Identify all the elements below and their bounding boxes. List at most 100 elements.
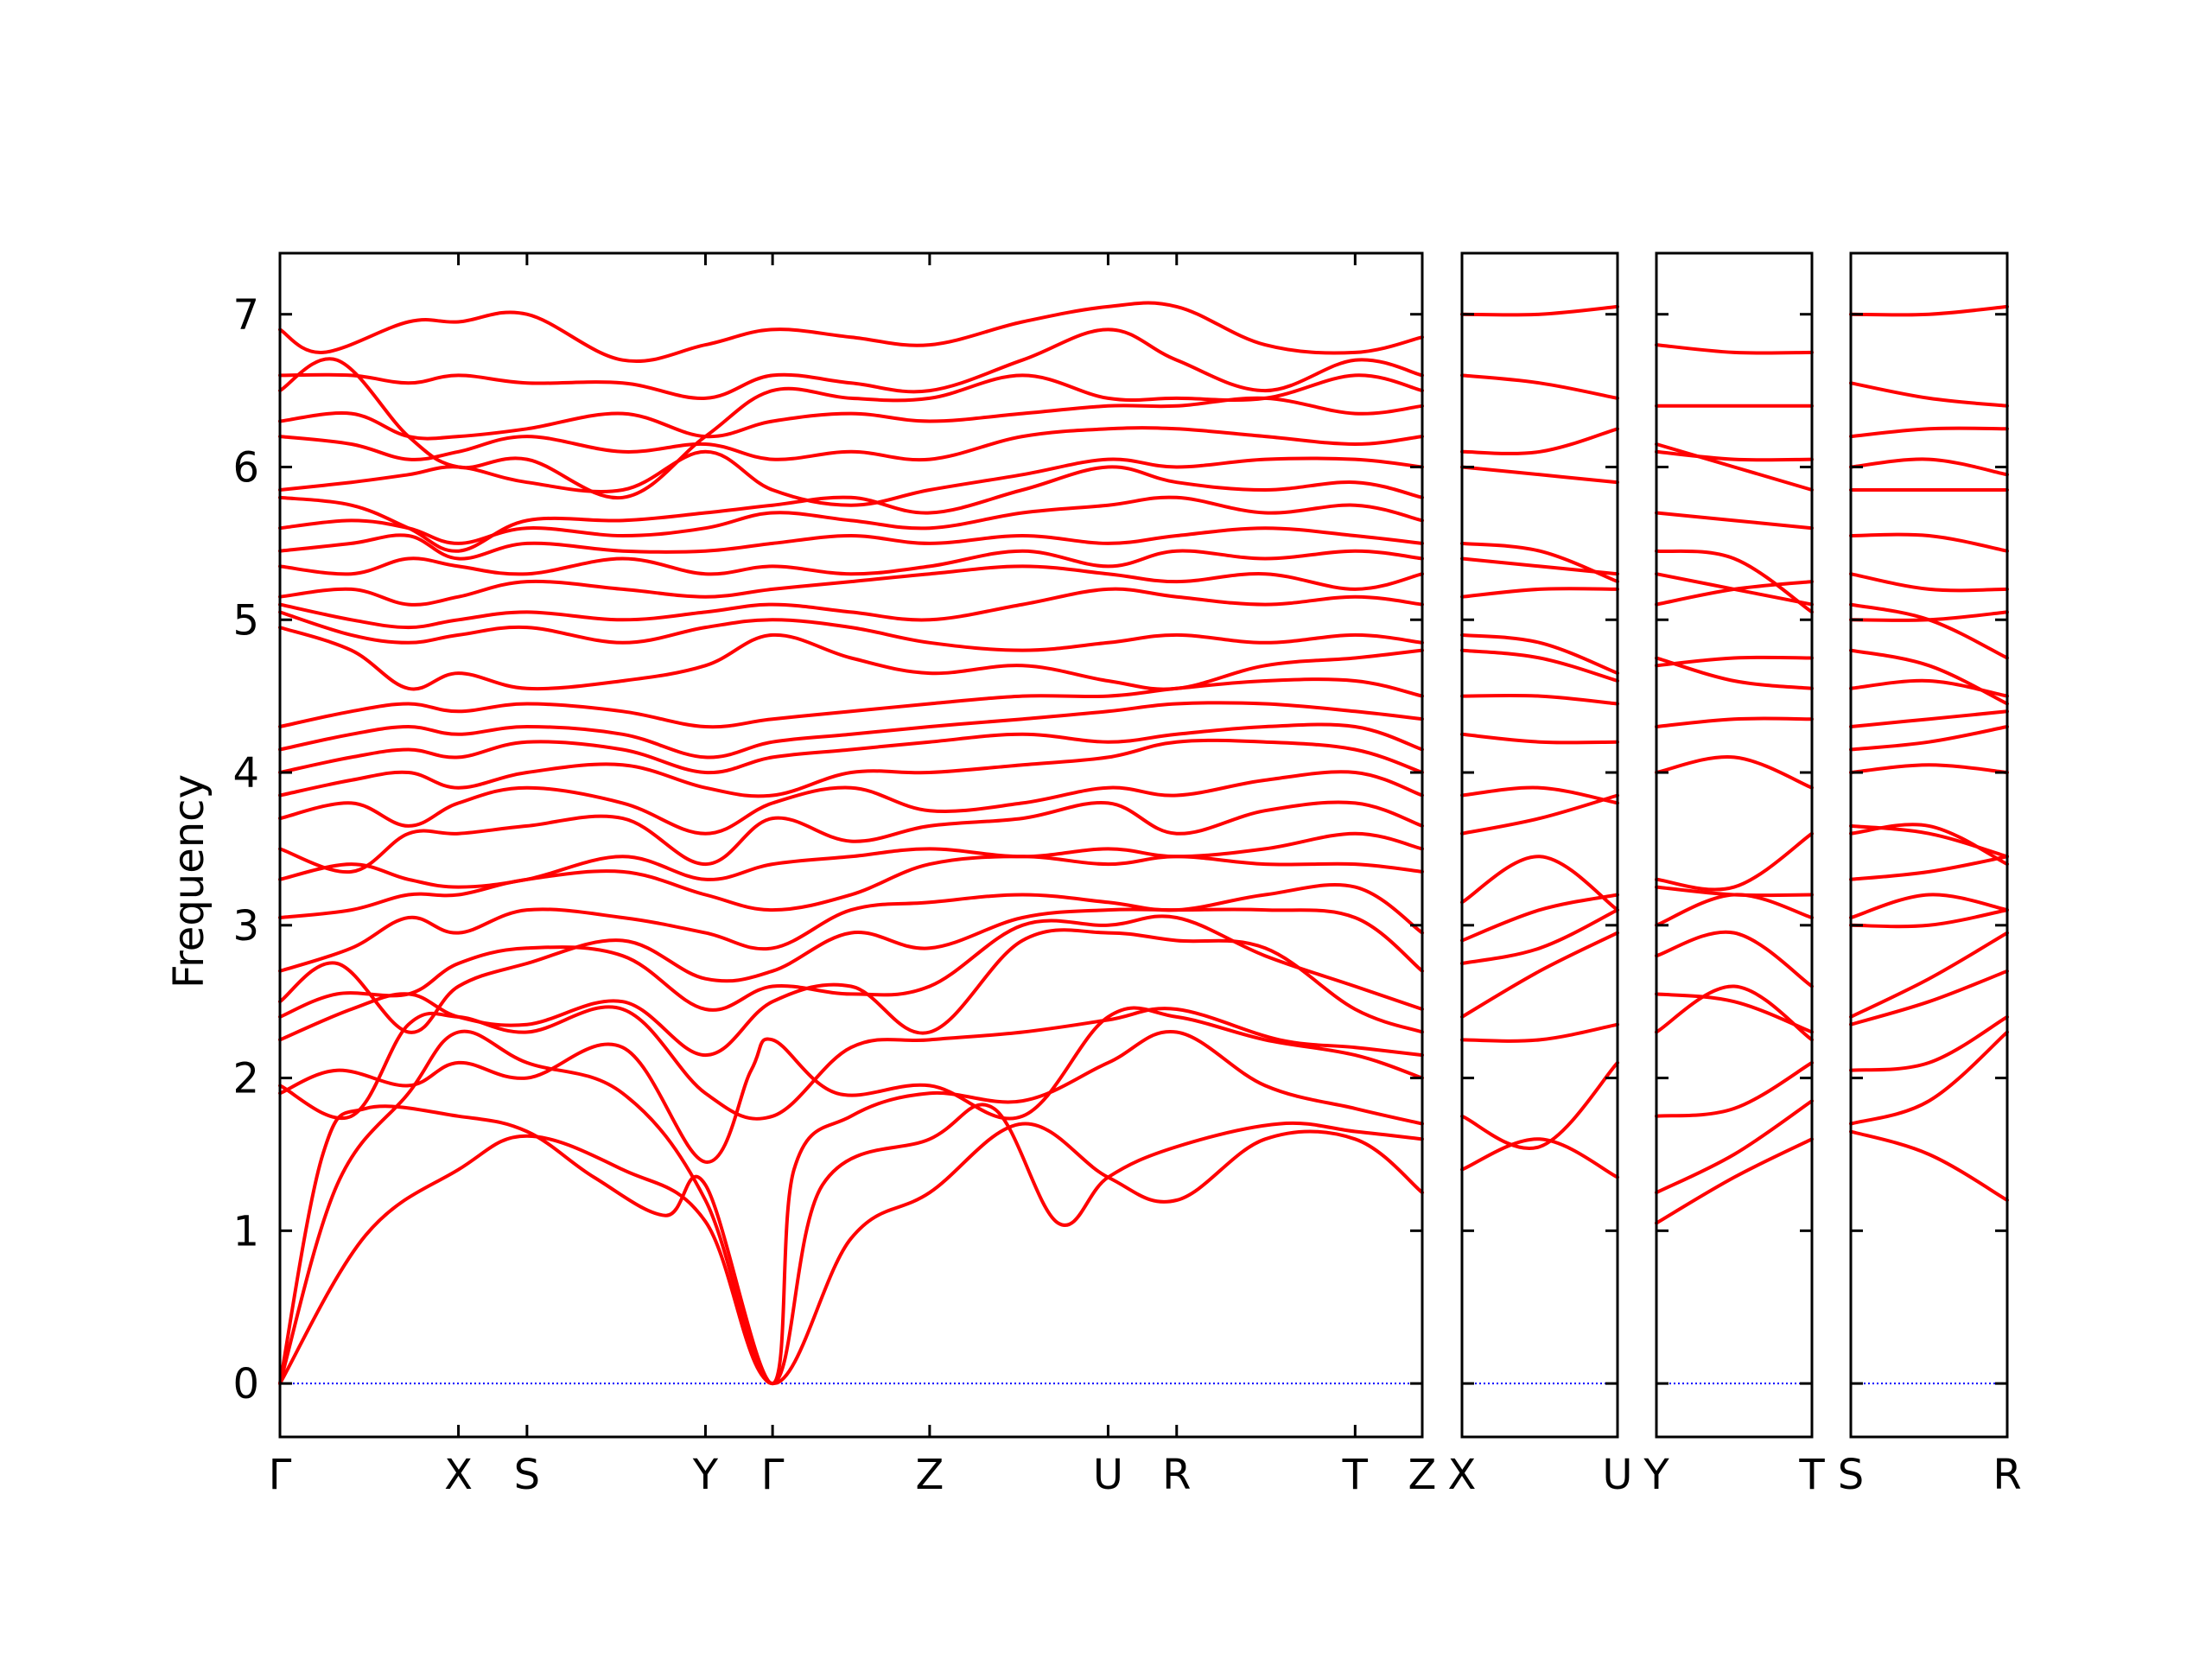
band-XU-9: [1460, 732, 1619, 745]
xtick-label-main-4: Γ: [761, 1451, 785, 1499]
band-XU-6: [1460, 855, 1619, 912]
band-SR-9: [1849, 823, 2009, 867]
xtick-label-XU-1: U: [1602, 1451, 1632, 1499]
band-main-30: [278, 301, 1424, 364]
band-YT-12: [1655, 656, 1814, 690]
band-main-0: [278, 1122, 1424, 1386]
ytick-label-3: 3: [232, 902, 259, 950]
band-SR-5: [1849, 908, 2009, 929]
band-XU-19: [1460, 304, 1619, 317]
xtick-label-main-6: U: [1093, 1451, 1123, 1499]
band-XU-11: [1460, 648, 1619, 683]
band-YT-10: [1655, 716, 1814, 728]
xtick-label-main-3: Y: [692, 1451, 719, 1499]
band-main-7: [278, 907, 1424, 1034]
xtick-label-SR-1: R: [1993, 1451, 2021, 1499]
band-XU-10: [1460, 693, 1619, 706]
band-main-29: [278, 327, 1424, 400]
band-main-22: [278, 526, 1424, 561]
ytick-label-1: 1: [232, 1207, 259, 1255]
band-YT-20: [1655, 343, 1814, 355]
band-main-16: [278, 677, 1424, 729]
xtick-label-main-8: T: [1342, 1451, 1369, 1499]
band-main-28: [278, 357, 1424, 500]
band-main-5: [278, 928, 1424, 1058]
band-main-26: [278, 426, 1424, 462]
band-SR-6: [1849, 893, 2009, 919]
band-YT-16: [1655, 511, 1814, 531]
band-main-14: [278, 722, 1424, 775]
ytick-label-2: 2: [232, 1055, 259, 1103]
band-SR-16: [1849, 602, 2009, 660]
band-SR-21: [1849, 426, 2009, 439]
band-XU-13: [1460, 587, 1619, 599]
band-XU-1: [1460, 1060, 1619, 1150]
band-XU-2: [1460, 1022, 1619, 1043]
band-main-2: [278, 1029, 1424, 1386]
band-main-21: [278, 549, 1424, 576]
xtick-label-main-9: Z: [1408, 1451, 1437, 1499]
band-main-23: [278, 495, 1424, 545]
band-SR-0: [1849, 1129, 2009, 1202]
band-main-27: [278, 396, 1424, 441]
band-main-13: [278, 738, 1424, 798]
panel-frame-XU: [1460, 251, 1619, 1439]
band-SR-12: [1849, 709, 2009, 728]
band-SR-13: [1849, 678, 2009, 698]
band-YT-15: [1655, 549, 1814, 614]
xtick-label-YT-1: T: [1798, 1451, 1825, 1499]
band-XU-12: [1460, 632, 1619, 676]
band-SR-14: [1849, 648, 2009, 706]
band-SR-23: [1849, 304, 2009, 317]
band-SR-7: [1849, 855, 2009, 881]
ytick-label-6: 6: [232, 443, 259, 492]
band-YT-17: [1655, 449, 1814, 462]
xtick-label-main-7: R: [1162, 1451, 1191, 1499]
band-main-1: [278, 1029, 1424, 1386]
band-YT-18: [1655, 442, 1814, 492]
panel-frame-YT: [1655, 251, 1814, 1439]
band-XU-4: [1460, 908, 1619, 965]
band-XU-18: [1460, 373, 1619, 400]
band-SR-22: [1849, 381, 2009, 408]
band-SR-8: [1849, 823, 2009, 859]
band-SR-2: [1849, 1014, 2009, 1072]
xtick-label-main-2: S: [514, 1451, 540, 1499]
band-SR-3: [1849, 969, 2009, 1027]
band-main-11: [278, 800, 1424, 874]
ytick-label-4: 4: [232, 749, 259, 798]
band-YT-8: [1655, 831, 1814, 892]
band-YT-0: [1655, 1137, 1814, 1225]
band-main-24: [278, 465, 1424, 553]
ytick-label-7: 7: [232, 291, 259, 340]
band-YT-4: [1655, 992, 1814, 1034]
band-YT-5: [1655, 930, 1814, 988]
ytick-label-5: 5: [232, 596, 259, 645]
y-axis-label: Frequency: [165, 774, 213, 988]
band-YT-1: [1655, 1099, 1814, 1195]
band-main-3: [278, 1006, 1424, 1164]
band-main-6: [278, 914, 1424, 1019]
band-YT-6: [1655, 893, 1814, 927]
band-XU-7: [1460, 793, 1619, 836]
band-YT-14: [1655, 572, 1814, 607]
xtick-label-YT-0: Y: [1643, 1451, 1669, 1499]
band-SR-11: [1849, 725, 2009, 752]
band-SR-1: [1849, 1030, 2009, 1126]
band-main-19: [278, 587, 1424, 630]
band-XU-16: [1460, 465, 1619, 485]
panel-frame-main: [278, 251, 1424, 1439]
band-main-25: [278, 449, 1424, 507]
band-SR-10: [1849, 763, 2009, 774]
band-main-18: [278, 610, 1424, 652]
band-XU-17: [1460, 427, 1619, 455]
band-SR-4: [1849, 931, 2009, 1019]
band-YT-9: [1655, 755, 1814, 790]
band-main-17: [278, 626, 1424, 691]
band-SR-18: [1849, 532, 2009, 553]
xtick-label-main-1: X: [444, 1451, 473, 1499]
band-main-9: [278, 855, 1424, 919]
xtick-label-main-5: Z: [915, 1451, 944, 1499]
band-main-20: [278, 564, 1424, 607]
